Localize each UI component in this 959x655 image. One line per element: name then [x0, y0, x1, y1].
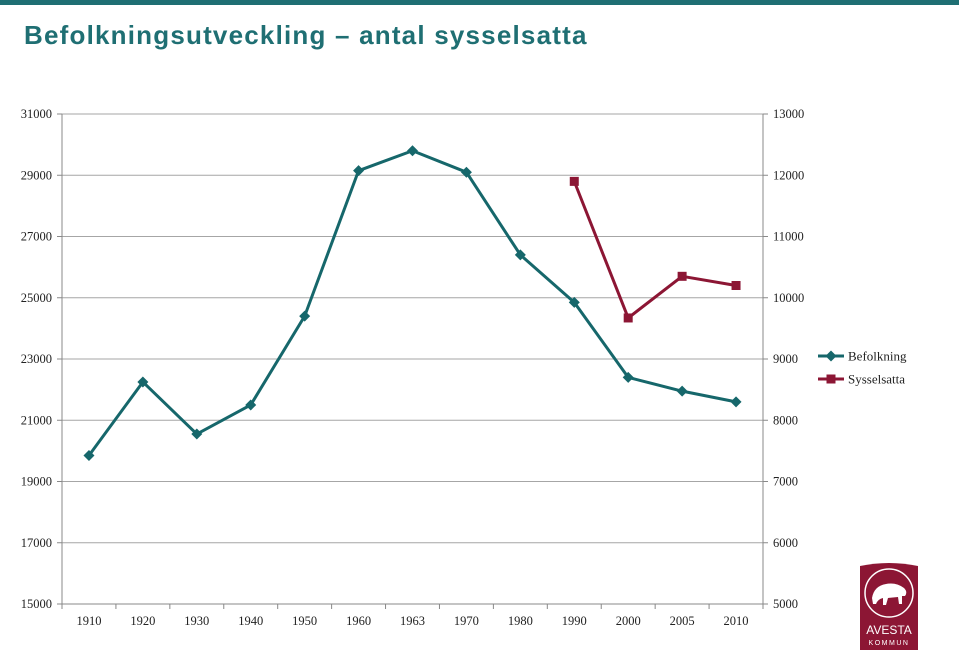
data-point-befolkning [407, 145, 418, 157]
x-tick-label: 2000 [616, 614, 641, 628]
data-point-sysselsatta [569, 176, 579, 186]
data-point-sysselsatta [623, 313, 633, 323]
data-point-befolkning [191, 428, 203, 440]
y-axis-right-ticks: 5000 6000 7000 8000 9000 10000 11000 12000 13000 [763, 107, 804, 611]
y-right-tick-label: 13000 [773, 107, 804, 121]
data-point-befolkning [676, 385, 688, 397]
y-left-tick-label: 27000 [21, 230, 52, 244]
bison-icon [872, 583, 907, 605]
grid-lines [62, 113, 763, 605]
x-tick-label: 1920 [130, 614, 155, 628]
x-tick-label: 1963 [400, 614, 425, 628]
x-tick-label: 1940 [238, 614, 263, 628]
y-right-tick-label: 11000 [773, 230, 804, 244]
y-left-tick-label: 17000 [21, 536, 52, 550]
y-right-tick-label: 10000 [773, 291, 804, 305]
data-point-befolkning [514, 249, 526, 261]
data-point-sysselsatta [731, 281, 741, 290]
y-right-tick-label: 9000 [773, 352, 798, 366]
y-left-tick-label: 23000 [21, 352, 52, 366]
data-point-sysselsatta [677, 271, 687, 281]
legend-label-befolkning: Befolkning [848, 349, 907, 364]
series-markers [83, 145, 742, 461]
y-axis-left-ticks: 15000 17000 19000 21000 23000 25000 27000 29000… [21, 107, 62, 611]
slide-title: Befolkningsutveckling – antal sysselsatt… [24, 20, 588, 50]
data-point-befolkning [137, 376, 149, 388]
legend: Befolkning Sysselsatta [818, 349, 907, 387]
logo-text: AVESTA [866, 623, 912, 637]
data-point-befolkning [245, 399, 257, 411]
y-left-tick-label: 15000 [21, 597, 52, 611]
y-left-tick-label: 31000 [21, 107, 52, 121]
series-lines [87, 149, 737, 457]
x-tick-label: 2005 [670, 614, 695, 628]
y-left-tick-label: 19000 [21, 475, 52, 489]
data-point-befolkning [568, 296, 580, 308]
avesta-kommun-logo: AVESTA KOMMUN [860, 563, 918, 650]
legend-marker-befolkning [825, 350, 837, 362]
data-point-befolkning [730, 396, 742, 408]
data-point-befolkning [460, 166, 472, 178]
y-right-tick-label: 12000 [773, 168, 804, 182]
x-tick-label: 1990 [562, 614, 587, 628]
legend-marker-sysselsatta [826, 374, 836, 384]
series-line-sysselsatta [572, 180, 737, 320]
series-line-befolkning [87, 149, 737, 457]
data-point-befolkning [622, 371, 634, 383]
y-left-tick-label: 29000 [21, 168, 52, 182]
x-axis-ticks: 1910 1920 1930 1940 1950 1960 1963 1970 1980 1990… [61, 604, 764, 628]
x-tick-label: 1970 [454, 614, 479, 628]
y-right-tick-label: 5000 [773, 597, 798, 611]
x-tick-label: 1960 [346, 614, 371, 628]
y-right-tick-label: 7000 [773, 475, 798, 489]
x-tick-label: 2010 [724, 614, 749, 628]
y-left-tick-label: 25000 [21, 291, 52, 305]
logo-subtext: KOMMUN [869, 640, 910, 647]
y-left-tick-label: 21000 [21, 413, 52, 427]
x-tick-label: 1910 [76, 614, 101, 628]
top-accent-bar [0, 0, 959, 5]
x-tick-label: 1930 [184, 614, 209, 628]
x-tick-label: 1980 [508, 614, 533, 628]
data-point-befolkning [299, 310, 311, 322]
data-point-befolkning [83, 449, 95, 461]
y-right-tick-label: 8000 [773, 413, 798, 427]
y-right-tick-label: 6000 [773, 536, 798, 550]
x-tick-label: 1950 [292, 614, 317, 628]
legend-label-sysselsatta: Sysselsatta [848, 372, 905, 387]
data-point-befolkning [353, 165, 365, 177]
